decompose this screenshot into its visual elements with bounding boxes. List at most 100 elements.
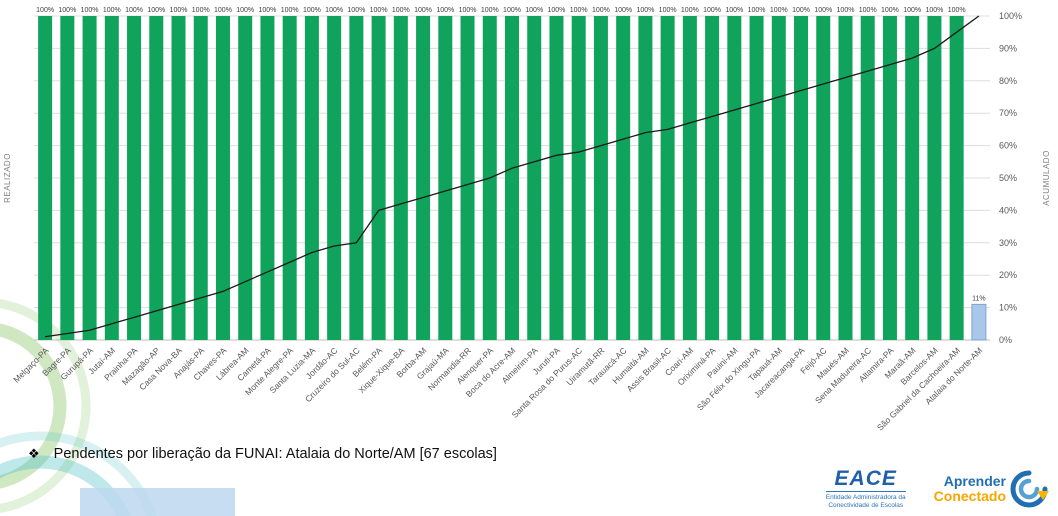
bar <box>838 16 853 340</box>
bar <box>682 16 697 340</box>
right-axis-tick-label: 60% <box>999 141 1017 151</box>
right-axis-tick-label: 40% <box>999 205 1017 215</box>
bar <box>238 16 253 340</box>
bar <box>660 16 675 340</box>
bar-value-label: 100% <box>325 7 343 14</box>
bar <box>371 16 386 340</box>
bar <box>727 16 742 340</box>
bar <box>38 16 53 340</box>
bar-value-label: 100% <box>481 7 499 14</box>
bar-value-label: 100% <box>570 7 588 14</box>
bar-value-label: 100% <box>392 7 410 14</box>
bar-value-label: 100% <box>814 7 832 14</box>
right-axis-tick-label: 100% <box>999 11 1022 21</box>
bar-value-label: 100% <box>281 7 299 14</box>
bar <box>416 16 431 340</box>
bar <box>882 16 897 340</box>
eace-subtitle-line1: Entidade Administradora da <box>825 493 906 501</box>
eace-subtitle: Entidade Administradora da Conectividade… <box>825 490 906 510</box>
bar-value-label: 100% <box>525 7 543 14</box>
bar <box>304 16 319 340</box>
bar <box>460 16 475 340</box>
bar <box>549 16 564 340</box>
bar-value-label: 100% <box>837 7 855 14</box>
bar-value-label: 100% <box>725 7 743 14</box>
bar-value-label: 100% <box>659 7 677 14</box>
bar-value-label: 100% <box>58 7 76 14</box>
bar-value-label: 100% <box>592 7 610 14</box>
bar <box>860 16 875 340</box>
bar <box>149 16 164 340</box>
aprender-conectado-swirl-icon <box>1010 470 1049 508</box>
footer-note: ❖ Pendentes por liberação da FUNAI: Atal… <box>28 446 497 462</box>
bar-value-label: 100% <box>147 7 165 14</box>
bar <box>282 16 297 340</box>
swirl-outer-arc <box>1010 470 1048 508</box>
right-axis-title: ACUMULADO <box>1042 150 1051 206</box>
bar-value-label: 100% <box>125 7 143 14</box>
bar-value-label: 100% <box>170 7 188 14</box>
bar-value-label: 100% <box>770 7 788 14</box>
bar <box>171 16 186 340</box>
diamond-bullet-icon: ❖ <box>28 446 40 461</box>
footer-logos: EACE Entidade Administradora da Conectiv… <box>825 466 1050 510</box>
pareto-chart: 0%10%20%30%40%50%60%70%80%90%100%100%Mel… <box>3 7 1051 433</box>
bar <box>82 16 97 340</box>
bar-value-label: 100% <box>881 7 899 14</box>
right-axis-tick-label: 90% <box>999 43 1017 53</box>
bar <box>927 16 942 340</box>
bar-value-label: 100% <box>236 7 254 14</box>
conectado-text: Conectado <box>933 487 1006 504</box>
bar <box>327 16 342 340</box>
eace-wordmark: EACE <box>834 466 897 490</box>
bar <box>905 16 920 340</box>
bar-value-label: 100% <box>748 7 766 14</box>
bar <box>749 16 764 340</box>
bar-value-label: 100% <box>503 7 521 14</box>
bar-value-label: 100% <box>192 7 210 14</box>
bar-value-label: 100% <box>103 7 121 14</box>
bar-value-label: 100% <box>636 7 654 14</box>
bar <box>571 16 586 340</box>
bar-value-label: 100% <box>414 7 432 14</box>
cumulative-line <box>45 15 980 338</box>
bar <box>438 16 453 340</box>
chart-area: 0% 10% 20% 30% 40% 50% 60% 70% 80% 90% 100% 100% Mel… <box>3 7 1051 433</box>
swirl-inner-arc <box>1018 478 1040 500</box>
teal-arc <box>0 455 131 516</box>
bar-value-label: 100% <box>614 7 632 14</box>
right-axis-tick-label: 10% <box>999 303 1017 313</box>
bar <box>127 16 142 340</box>
right-axis-tick-label: 70% <box>999 108 1017 118</box>
right-axis-tick-label: 50% <box>999 173 1017 183</box>
eace-logo: EACE Entidade Administradora da Conectiv… <box>825 466 906 510</box>
bar <box>215 16 230 340</box>
right-axis-tick-label: 20% <box>999 270 1017 280</box>
bar <box>527 16 542 340</box>
right-axis-tick-label: 30% <box>999 238 1017 248</box>
aprender-text: Aprender <box>943 473 1006 490</box>
eace-subtitle-line2: Conectividade de Escolas <box>828 501 904 509</box>
bar <box>349 16 364 340</box>
bar-value-label: 100% <box>948 7 966 14</box>
bar-value-label: 100% <box>303 7 321 14</box>
bar-value-label: 100% <box>459 7 477 14</box>
bar <box>771 16 786 340</box>
blue-strip <box>80 488 235 516</box>
bar <box>505 16 519 340</box>
aprender-conectado-wordmark: Aprender Conectado <box>934 474 1006 503</box>
bar-value-label: 100% <box>214 7 232 14</box>
aprender-conectado-logo: Aprender Conectado <box>934 468 1050 510</box>
swirl-triangle <box>1037 490 1049 500</box>
bar <box>60 16 75 340</box>
pending-note-text: Pendentes por liberação da FUNAI: Atalai… <box>53 446 497 462</box>
bar-value-label: 100% <box>925 7 943 14</box>
bar-value-label: 100% <box>370 7 388 14</box>
bar-value-label: 100% <box>258 7 276 14</box>
right-axis-tick-label: 0% <box>999 335 1012 345</box>
bar-value-label: 100% <box>548 7 566 14</box>
bar <box>949 16 964 340</box>
bar <box>816 16 831 340</box>
bar <box>260 16 275 340</box>
